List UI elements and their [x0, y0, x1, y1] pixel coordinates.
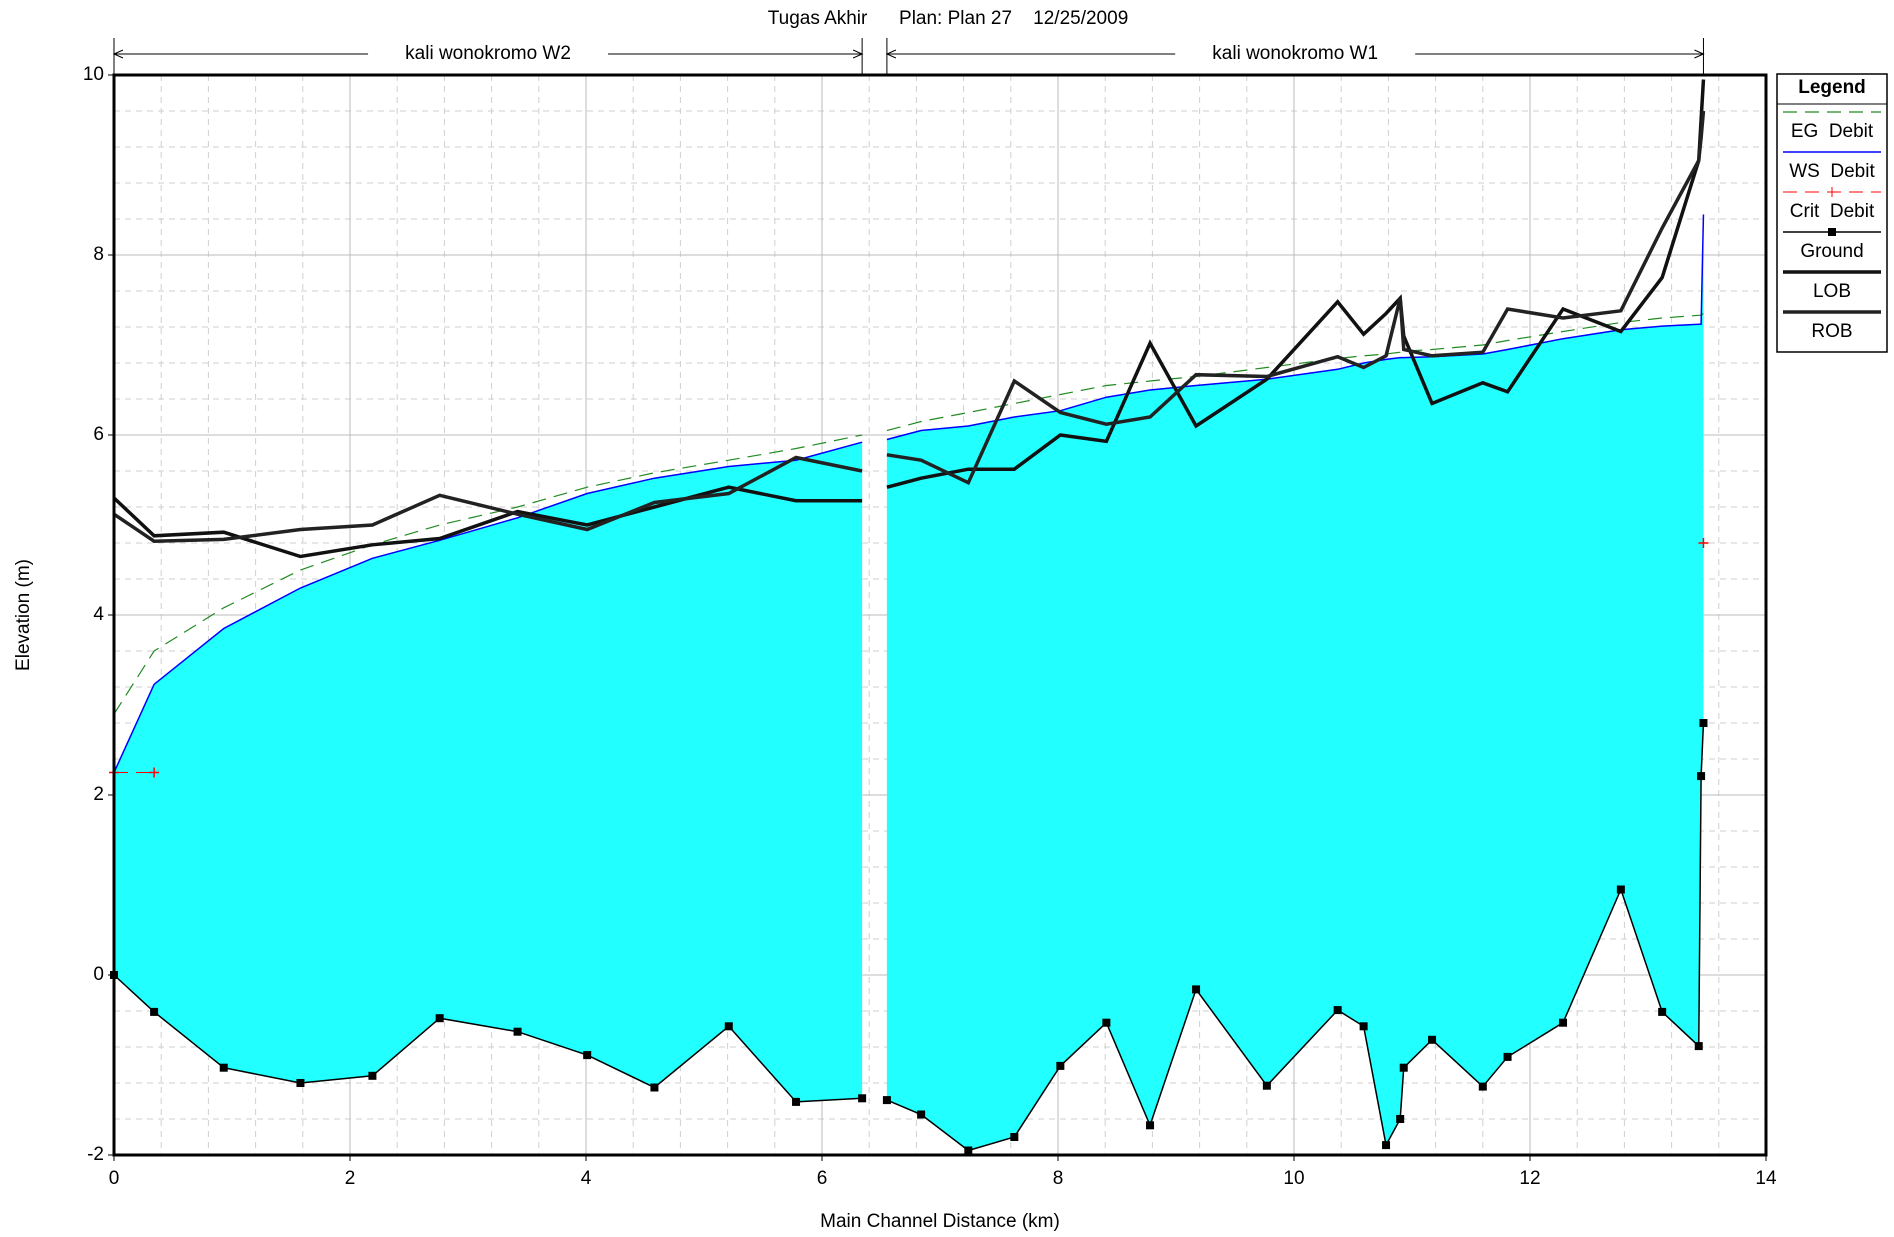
legend-label: Crit Debit: [1790, 201, 1875, 222]
x-tick-label: 2: [345, 1168, 356, 1189]
ground-marker: [296, 1079, 304, 1087]
legend-label: EG Debit: [1791, 121, 1874, 142]
x-axis-label: Main Channel Distance (km): [820, 1211, 1060, 1232]
legend-label: Ground: [1800, 241, 1863, 262]
legend-marker: [1828, 228, 1836, 236]
ground-marker: [650, 1084, 658, 1092]
ground-marker: [858, 1094, 866, 1102]
y-tick-label: 0: [93, 964, 104, 985]
ground-marker: [792, 1098, 800, 1106]
y-axis-label: Elevation (m): [13, 559, 34, 671]
ground-marker: [1479, 1083, 1487, 1091]
chart-title: Tugas Akhir Plan: Plan 27 12/25/2009: [768, 8, 1129, 29]
ground-marker: [1056, 1062, 1064, 1070]
x-tick-label: 6: [817, 1168, 828, 1189]
ground-marker: [883, 1096, 891, 1104]
ground-marker: [917, 1111, 925, 1119]
ground-marker: [1559, 1019, 1567, 1027]
ground-marker: [220, 1064, 228, 1072]
y-tick-label: -2: [87, 1144, 104, 1165]
ground-marker: [1382, 1141, 1390, 1149]
ground-marker: [1360, 1022, 1368, 1030]
y-tick-label: 10: [83, 64, 104, 85]
legend-label: WS Debit: [1789, 161, 1875, 182]
y-tick-label: 8: [93, 244, 104, 265]
x-tick-label: 0: [109, 1168, 120, 1189]
reach-label: kali wonokromo W2: [405, 43, 571, 64]
ground-marker: [1102, 1019, 1110, 1027]
ground-marker: [514, 1028, 522, 1036]
ground-marker: [1396, 1115, 1404, 1123]
ground-marker: [1658, 1008, 1666, 1016]
ground-marker: [1010, 1133, 1018, 1141]
ground-marker: [1192, 985, 1200, 993]
x-tick-label: 8: [1053, 1168, 1064, 1189]
legend-label: LOB: [1813, 281, 1851, 302]
y-tick-label: 6: [93, 424, 104, 445]
ground-marker: [964, 1147, 972, 1155]
y-tick-label: 4: [93, 604, 104, 625]
ground-marker: [368, 1072, 376, 1080]
ground-marker: [1146, 1121, 1154, 1129]
ground-marker: [1695, 1042, 1703, 1050]
y-tick-label: 2: [93, 784, 104, 805]
ground-marker: [1334, 1006, 1342, 1014]
ground-marker: [583, 1051, 591, 1059]
x-tick-label: 10: [1283, 1168, 1304, 1189]
ground-marker: [436, 1014, 444, 1022]
ground-marker: [1428, 1036, 1436, 1044]
legend-title: Legend: [1798, 77, 1866, 98]
ground-marker: [1263, 1082, 1271, 1090]
ground-marker: [1697, 772, 1705, 780]
reach-label: kali wonokromo W1: [1212, 43, 1378, 64]
ground-marker: [1400, 1064, 1408, 1072]
x-tick-label: 14: [1755, 1168, 1777, 1189]
ground-marker: [150, 1008, 158, 1016]
legend-label: ROB: [1811, 321, 1852, 342]
ground-marker: [1617, 886, 1625, 894]
chart: Tugas Akhir Plan: Plan 27 12/25/2009 Mai…: [0, 0, 1894, 1237]
x-tick-label: 4: [581, 1168, 592, 1189]
x-tick-label: 12: [1519, 1168, 1540, 1189]
ground-marker: [1504, 1053, 1512, 1061]
ground-marker: [725, 1022, 733, 1030]
ground-marker: [1699, 719, 1707, 727]
